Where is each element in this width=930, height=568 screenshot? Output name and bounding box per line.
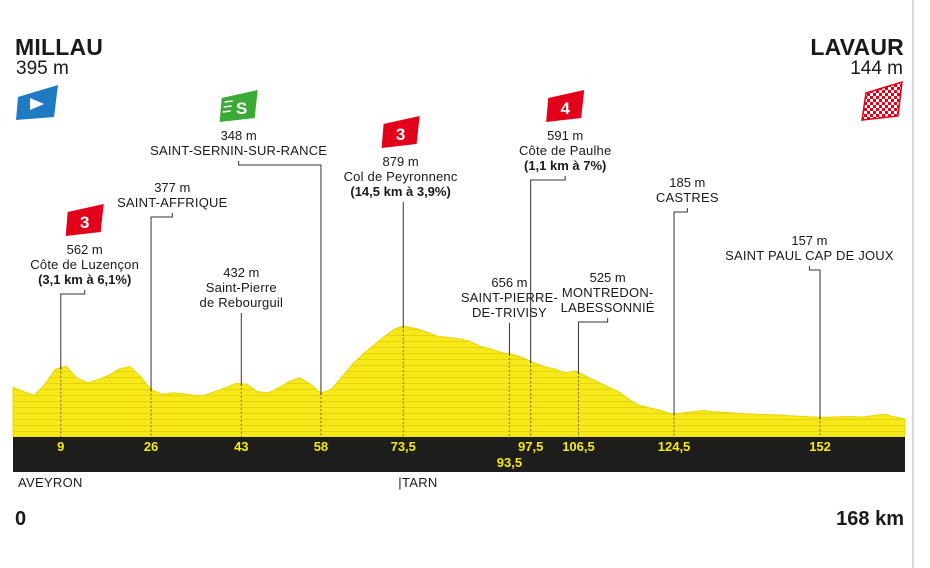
finish-altitude: 144 m [850,58,903,79]
elevation-area [12,325,906,438]
waypoint-climb-detail: (1,1 km à 7%) [524,158,606,173]
badge-label: 3 [80,213,89,232]
waypoint-leader-line [150,213,173,392]
climb-category-badge: 4 [546,90,585,122]
start-altitude: 395 m [16,58,69,79]
start-flag-icon [16,85,58,120]
waypoint-altitude: 185 m [669,175,705,190]
waypoint-name: CASTRES [656,190,719,205]
waypoint-name: MONTREDON- [562,285,654,300]
km-marker-label: 97,5 [518,439,543,454]
distance-end-label: 168 km [836,508,904,530]
km-marker-label: 152 [809,439,831,454]
finish-flag-icon [861,80,903,121]
speed-lines-icon [222,100,233,113]
badge-shape [546,90,585,122]
waypoint-altitude: 348 m [221,128,257,143]
waypoint-leader-line [673,208,688,416]
waypoint-altitude: 562 m [67,242,103,257]
waypoint-climb-detail: (14,5 km à 3,9%) [350,184,450,199]
region-label: |TARN [398,475,437,490]
badge-label: 3 [396,125,405,144]
waypoint-name: Saint-Pierre [206,280,277,295]
km-marker-label: 43 [234,439,248,454]
waypoint-leader-line [530,176,566,364]
waypoint-climb-detail: (3,1 km à 6,1%) [38,272,131,287]
waypoint-name: de Rebourguil [200,295,284,310]
waypoint-altitude: 377 m [154,180,190,195]
distance-start-label: 0 [15,508,27,530]
waypoint-name: Col de Peyronnenc [344,169,458,184]
badge-label: 4 [560,99,570,118]
region-label: AVEYRON [18,475,83,490]
badge-shape [65,204,104,236]
km-marker-label: 73,5 [391,439,416,454]
climb-category-badge: 3 [381,116,420,148]
waypoint-altitude: 656 m [491,275,527,290]
badge-label: S [236,99,247,118]
km-marker-label: 58 [314,439,328,454]
waypoint-name: DE-TRIVISY [472,305,547,320]
waypoint-name: Côte de Luzençon [30,257,139,272]
climb-category-badge: 3 [65,204,104,236]
waypoint-leader-line [808,266,821,420]
sprint-badge-icon: S [219,90,258,122]
waypoint-name: Côte de Paulhe [519,143,611,158]
km-marker-label: 124,5 [658,439,691,454]
waypoint-altitude: 591 m [547,128,583,143]
finish-town-name: LAVAUR [810,34,904,60]
waypoint-name: SAINT-PIERRE- [461,290,558,305]
waypoint-altitude: 879 m [383,154,419,169]
waypoint-leader-line [577,318,609,375]
waypoint-name: LABESSONNIÉ [561,300,655,315]
badge-shape [381,116,420,148]
frame-border [912,0,914,568]
waypoint-altitude: 432 m [223,265,259,280]
waypoint-leader-line [238,161,322,396]
km-marker-label: 106,5 [562,439,595,454]
waypoint-name: SAINT-SERNIN-SUR-RANCE [150,143,327,158]
waypoint-name: SAINT PAUL CAP DE JOUX [725,248,894,263]
badge-shape [219,90,258,122]
waypoint-name: SAINT-AFFRIQUE [117,195,228,210]
waypoint-leader-line [60,290,86,370]
distance-axis-band [13,437,905,472]
start-town-name: MILLAU [15,34,104,60]
km-marker-label: 9 [57,439,64,454]
waypoint-altitude: 157 m [791,233,827,248]
waypoint-altitude: 525 m [590,270,626,285]
km-marker-label: 26 [144,439,158,454]
km-marker-label: 93,5 [497,455,522,470]
